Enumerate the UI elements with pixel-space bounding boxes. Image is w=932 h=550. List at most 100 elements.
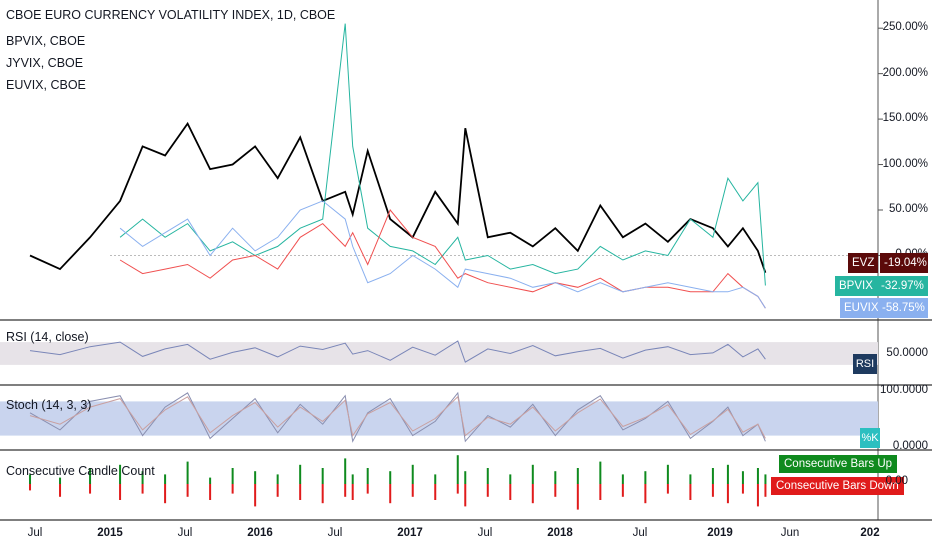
consecutive-bar [554, 484, 557, 497]
consecutive-bar [29, 474, 32, 484]
consecutive-bar [621, 484, 624, 497]
legend-jyvix[interactable]: JYVIX, CBOE [6, 56, 84, 70]
tag-euvix-name: EUVIX [840, 298, 883, 318]
legend-euvix[interactable]: EUVIX, CBOE [6, 78, 86, 92]
consecutive-bar [464, 484, 467, 507]
consecutive-bar [299, 464, 302, 484]
rsi-badge: RSI [853, 354, 877, 374]
rsi-line[interactable] [29, 340, 766, 363]
consecutive-bar [254, 484, 257, 507]
consecutive-bar [711, 484, 714, 497]
consecutive-pane[interactable] [29, 455, 767, 510]
consecutive-bar [509, 484, 512, 500]
consecutive-bar [434, 484, 437, 500]
stoch-band [0, 401, 878, 436]
stoch-pane[interactable] [0, 391, 878, 443]
consecutive-bar [276, 474, 279, 484]
consecutive-bar [389, 484, 392, 504]
consecutive-bar [666, 484, 669, 494]
consecutive-bar [486, 468, 489, 484]
consecutive-bar [209, 477, 212, 484]
consecutive-bar [576, 468, 579, 484]
consecutive-bar [186, 461, 189, 484]
consecutive-up-badge: Consecutive Bars Up [779, 455, 898, 473]
consecutive-bar [689, 474, 692, 484]
series-line-evz[interactable] [29, 121, 767, 273]
stoch-bottom-label: 0.0000 [892, 440, 928, 452]
consecutive-bar [231, 468, 234, 484]
y-tick-label: 100.00% [882, 157, 928, 170]
consecutive-bar [164, 484, 167, 504]
main-series-title[interactable]: CBOE EURO CURRENCY VOLATILITY INDEX, 1D,… [6, 8, 336, 22]
consecutive-bar [351, 484, 354, 500]
legend-bpvix[interactable]: BPVIX, CBOE [6, 34, 86, 48]
consecutive-bar [531, 464, 534, 484]
x-tick-label: 2017 [397, 527, 423, 539]
consecutive-bar [726, 464, 729, 484]
consecutive-bar [209, 484, 212, 500]
consecutive-bar [164, 474, 167, 484]
rsi-title[interactable]: RSI (14, close) [6, 330, 89, 344]
x-tick-label: Jul [477, 527, 493, 539]
stoch-line-d[interactable] [29, 395, 766, 439]
series-line-euvix[interactable] [119, 200, 766, 309]
consecutive-bar [321, 468, 324, 484]
consecutive-bar [276, 484, 279, 497]
consecutive-bar [29, 484, 32, 491]
rsi-pane[interactable] [0, 340, 878, 365]
consecutive-bar [509, 474, 512, 484]
consecutive-bar [89, 484, 92, 494]
consecutive-bar [141, 484, 144, 494]
series-line-bpvix[interactable] [119, 23, 766, 286]
x-tick-label: 2019 [707, 527, 733, 539]
consecutive-bar [411, 484, 414, 497]
consecutive-title[interactable]: Consecutive Candle Count [6, 464, 155, 478]
consecutive-bar [456, 455, 459, 484]
consecutive-bar [411, 464, 414, 484]
consecutive-bar [366, 484, 369, 494]
x-tick-label: Jun [780, 527, 800, 539]
x-tick-label: Jul [177, 527, 193, 539]
consecutive-bar [464, 471, 467, 484]
stoch-line-k[interactable] [29, 391, 766, 443]
consecutive-bar [59, 477, 62, 484]
rsi-level-label: 50.0000 [886, 347, 928, 359]
consecutive-bar [599, 484, 602, 500]
consecutive-bar [321, 484, 324, 504]
y-tick-label: 200.00% [882, 66, 928, 79]
pane-frames [0, 0, 932, 521]
consecutive-bar [89, 468, 92, 484]
tag-bpvix-name: BPVIX [835, 276, 877, 296]
consecutive-bar [344, 484, 347, 497]
consecutive-bar [599, 461, 602, 484]
consecutive-bar [764, 484, 767, 497]
consecutive-bar [119, 464, 122, 484]
stoch-top-label: 100.0000 [880, 384, 928, 396]
consecutive-bar [756, 468, 759, 484]
consecutive-bar [119, 484, 122, 500]
consecutive-bar [254, 471, 257, 484]
tag-evz: EVZ -19.04% [848, 253, 928, 273]
consecutive-bar [666, 464, 669, 484]
x-tick-label: Jul [27, 527, 43, 539]
consecutive-bar [389, 471, 392, 484]
consecutive-bar [576, 484, 579, 510]
tag-bpvix: BPVIX -32.97% [835, 276, 928, 296]
consecutive-bar [756, 484, 759, 507]
main-price-pane[interactable] [29, 23, 883, 309]
tag-evz-value: -19.04% [880, 253, 928, 273]
consecutive-bar [726, 484, 729, 504]
consecutive-bar [644, 471, 647, 484]
y-tick-label: 250.00% [882, 21, 928, 34]
x-tick-label: Jul [327, 527, 343, 539]
consecutive-down-badge: Consecutive Bars Down [771, 477, 904, 495]
consecutive-bar [554, 471, 557, 484]
consecutive-bar [764, 474, 767, 484]
series-line-jyvix[interactable] [119, 209, 766, 309]
consecutive-bar [621, 474, 624, 484]
consecutive-zero-label: 0.00 [885, 475, 908, 487]
consecutive-bar [486, 484, 489, 497]
stoch-title[interactable]: Stoch (14, 3, 3) [6, 398, 92, 412]
consecutive-bar [366, 468, 369, 484]
consecutive-bar [741, 484, 744, 494]
